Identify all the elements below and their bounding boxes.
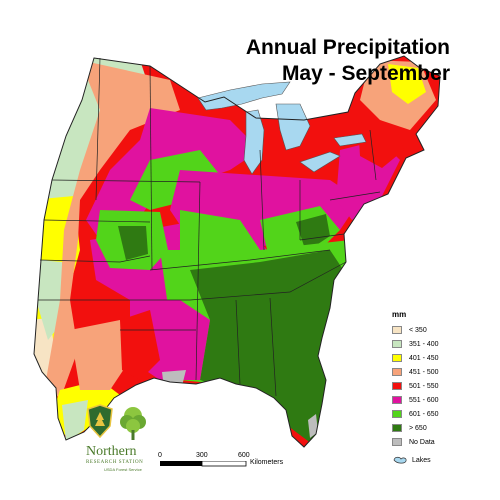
legend: mm < 350 351 - 400 401 - 450 451 - 500 501 -…: [392, 310, 492, 467]
legend-swatch: [392, 424, 402, 432]
legend-label: 351 - 400: [409, 340, 439, 348]
zone-451-500-plains: [46, 60, 180, 400]
lake-superior: [197, 81, 291, 111]
org-name: Northern: [86, 444, 137, 459]
usfs-shield-icon: [87, 404, 113, 438]
legend-label-lakes: Lakes: [412, 456, 431, 464]
legend-swatch: [392, 354, 402, 362]
zone-601-650-iowa: [130, 150, 220, 210]
lake-ontario: [333, 133, 367, 147]
legend-swatch: [392, 326, 402, 334]
zone-351-400-texas: [62, 400, 88, 442]
legend-item: 601 - 650: [392, 407, 492, 421]
zone-no-data-florida: [308, 414, 318, 438]
zone-501-550-northeast: [358, 122, 404, 168]
lake-michigan: [243, 109, 265, 175]
legend-item: 451 - 500: [392, 365, 492, 379]
legend-label: 401 - 450: [409, 354, 439, 362]
zone-501-550-lower-miss: [120, 310, 160, 380]
map-title-line1: Annual Precipitation: [245, 36, 450, 59]
legend-swatch: [392, 340, 402, 348]
map-title-line2: May - September: [281, 62, 450, 85]
scale-bar-graphic: [160, 461, 247, 467]
land-outline: [33, 55, 441, 448]
scale-tick-600: 600: [238, 452, 250, 459]
legend-swatch: [392, 438, 402, 446]
legend-label: 551 - 600: [409, 396, 439, 404]
tree-icon: [120, 407, 146, 440]
zone-451-500-lowplains: [70, 320, 130, 390]
legend-item: 351 - 400: [392, 337, 492, 351]
legend-label: 501 - 550: [409, 382, 439, 390]
legend-item: 501 - 550: [392, 379, 492, 393]
lakes-icon: [393, 456, 407, 464]
legend-label: > 650: [409, 424, 427, 432]
lake-huron: [275, 103, 311, 151]
org-subtitle: RESEARCH STATION: [86, 460, 144, 465]
zone-over-650-missouri-core: [118, 226, 148, 260]
zone-over-650-southeast: [190, 250, 350, 447]
legend-swatch: [392, 396, 402, 404]
zone-401-450-maine: [388, 64, 426, 104]
legend-swatch: [392, 368, 402, 376]
org-agency: USDA Forest Service: [104, 467, 142, 472]
legend-item: < 350: [392, 323, 492, 337]
legend-label: 601 - 650: [409, 410, 439, 418]
scale-tick-300: 300: [196, 452, 208, 459]
legend-swatch: [392, 410, 402, 418]
legend-label: < 350: [409, 326, 427, 334]
legend-unit: mm: [392, 310, 407, 319]
legend-item: > 650: [392, 421, 492, 435]
legend-swatch: [392, 382, 402, 390]
scale-unit: Kilometers: [250, 459, 284, 466]
lake-erie: [299, 151, 341, 173]
legend-item: 551 - 600: [392, 393, 492, 407]
zone-over-650-appalachia: [296, 214, 330, 252]
legend-item-lakes: Lakes: [392, 453, 492, 467]
legend-item: 401 - 450: [392, 351, 492, 365]
legend-item: No Data: [392, 435, 492, 449]
legend-label: No Data: [409, 438, 435, 446]
scale-tick-0: 0: [158, 452, 162, 459]
legend-label: 451 - 500: [409, 368, 439, 376]
state-boundaries: [38, 57, 381, 397]
zone-no-data-coast: [162, 370, 186, 388]
scale-bar: 0 300 600 Kilometers: [156, 452, 306, 472]
